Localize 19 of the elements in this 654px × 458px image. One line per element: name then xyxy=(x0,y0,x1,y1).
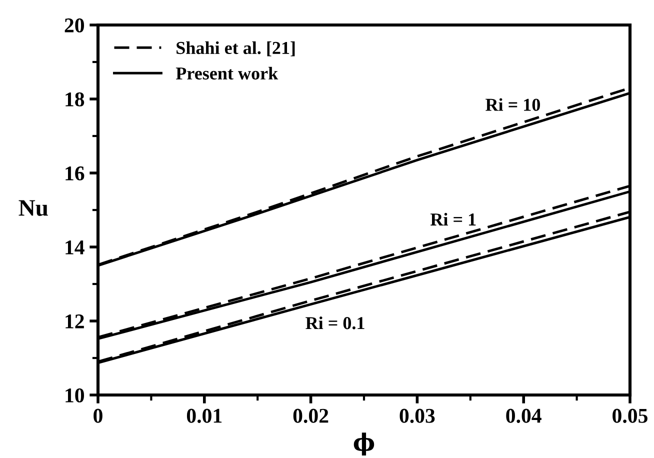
y-tick-label: 12 xyxy=(66,314,84,328)
y-tick-label: 18 xyxy=(66,92,84,106)
legend-label: Shahi et al. [21] xyxy=(176,41,295,56)
legend-label: Present work xyxy=(176,66,278,80)
x-tick-label: 0.05 xyxy=(612,408,648,423)
y-tick-label: 16 xyxy=(66,166,84,180)
annotation: Ri = 0.1 xyxy=(306,316,364,330)
x-tick-label: 0.04 xyxy=(506,408,542,423)
x-tick-label: 0.03 xyxy=(400,408,435,423)
y-tick-label: 14 xyxy=(66,240,84,254)
x-tick-label: 0.01 xyxy=(186,408,222,423)
x-axis-title: ϕ xyxy=(354,432,374,456)
x-tick-label: 0.02 xyxy=(293,408,328,423)
x-tick-label: 0 xyxy=(94,408,102,423)
annotation: Ri = 10 xyxy=(486,98,540,111)
y-tick-label: 10 xyxy=(66,388,84,402)
y-tick-label: 20 xyxy=(64,18,84,32)
annotation: Ri = 1 xyxy=(430,212,476,226)
y-axis-title: Nu xyxy=(18,200,48,216)
